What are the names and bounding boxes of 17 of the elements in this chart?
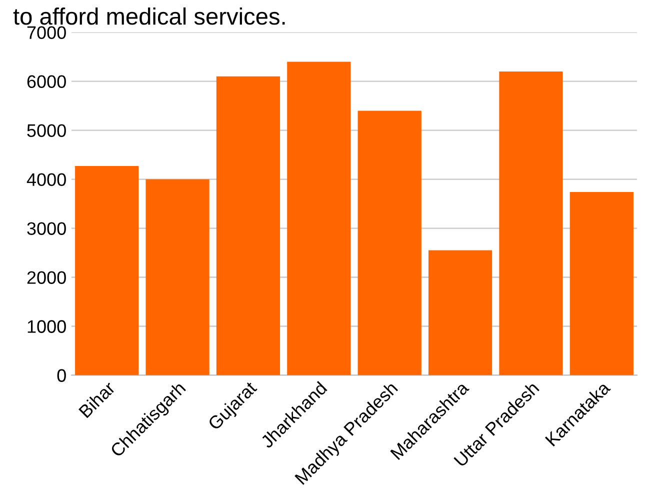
y-tick-label: 6000 [27, 75, 66, 88]
y-tick-label: 2000 [27, 271, 66, 284]
bar [75, 166, 139, 376]
bar [428, 250, 492, 376]
bar [570, 192, 634, 376]
y-tick-label: 3000 [27, 222, 66, 235]
y-tick-label: 7000 [27, 26, 66, 40]
chart-title: to afford medical services. [13, 7, 285, 25]
bar [216, 76, 280, 376]
bar [287, 62, 351, 376]
y-tick-label: 0 [57, 369, 66, 382]
y-tick-label: 4000 [26, 173, 66, 186]
bar [499, 71, 563, 376]
bar [358, 110, 422, 376]
y-tick-label: 5000 [27, 124, 66, 138]
y-tick-label: 1000 [28, 320, 66, 333]
bar [146, 179, 210, 376]
